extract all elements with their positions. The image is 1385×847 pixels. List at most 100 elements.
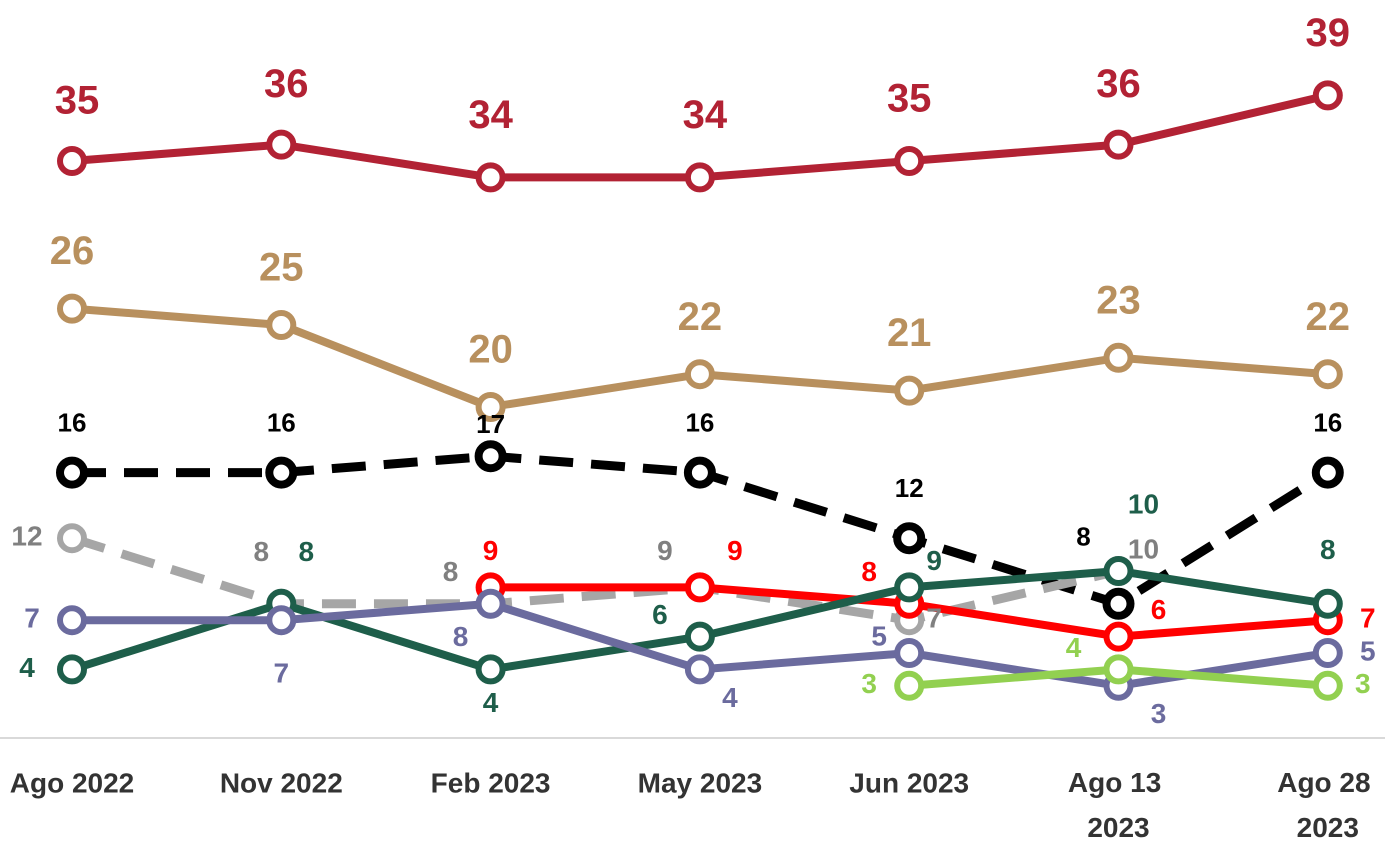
data-label: 39	[1306, 11, 1351, 55]
point-marker	[1102, 587, 1135, 620]
x-tick-label: Ago 13 2023	[1068, 767, 1169, 843]
x-tick-label-line: Ago 28	[1277, 767, 1378, 798]
x-tick-label: Feb 2023	[431, 767, 551, 798]
data-label: 8	[453, 621, 469, 652]
data-label: 17	[476, 409, 505, 439]
point-marker	[684, 572, 715, 603]
data-label: 7	[1360, 603, 1376, 634]
point-marker	[1312, 359, 1343, 390]
data-label: 8	[1320, 534, 1336, 565]
data-label: 4	[1066, 632, 1082, 663]
data-label: 7	[926, 603, 942, 634]
point-marker	[57, 605, 87, 636]
data-label: 9	[727, 535, 743, 566]
point-marker	[265, 456, 298, 489]
data-label: 34	[683, 93, 728, 137]
point-marker	[1312, 638, 1343, 668]
data-label: 21	[887, 311, 932, 355]
data-label: 8	[299, 536, 315, 567]
point-marker	[684, 359, 715, 390]
point-marker	[475, 392, 506, 422]
point-marker	[57, 523, 87, 554]
point-marker	[474, 440, 507, 473]
data-label: 25	[259, 246, 304, 290]
point-marker	[266, 605, 297, 636]
data-label: 9	[926, 545, 942, 576]
point-marker	[1311, 456, 1344, 489]
data-label: 3	[1355, 668, 1371, 699]
data-label: 7	[24, 603, 40, 634]
point-marker	[266, 129, 297, 160]
point-marker	[57, 654, 87, 685]
data-label: 6	[1151, 594, 1167, 625]
data-label: 16	[267, 407, 296, 437]
data-label: 36	[264, 62, 309, 106]
point-marker	[1312, 670, 1343, 701]
data-label: 22	[1306, 295, 1351, 339]
data-label: 4	[722, 682, 738, 713]
data-label: 35	[55, 79, 100, 123]
data-label: 4	[19, 652, 35, 683]
data-label: 34	[468, 93, 513, 137]
data-label: 3	[1151, 698, 1167, 729]
point-marker	[266, 310, 297, 340]
point-marker	[1103, 342, 1134, 373]
data-label: 8	[254, 536, 270, 567]
point-marker	[1103, 556, 1134, 586]
point-marker	[1312, 80, 1343, 111]
point-marker	[56, 456, 88, 489]
point-marker	[1103, 654, 1134, 685]
x-tick-label: Ago 28 2023	[1277, 767, 1378, 843]
data-label: 9	[657, 535, 673, 566]
data-label: 5	[1360, 635, 1376, 666]
x-tick-label: Jun 2023	[849, 767, 969, 798]
data-label: 4	[483, 687, 499, 718]
point-marker	[683, 456, 716, 489]
x-tick-label-line: 2023	[1297, 812, 1359, 843]
data-label: 20	[468, 328, 513, 372]
point-marker	[1103, 129, 1134, 160]
data-label: 3	[861, 668, 877, 699]
point-marker	[1103, 621, 1134, 652]
x-tick-label: Ago 2022	[10, 767, 135, 798]
point-marker	[894, 146, 925, 176]
point-marker	[57, 146, 87, 176]
data-label: 8	[861, 556, 877, 587]
point-marker	[475, 162, 506, 193]
data-label: 16	[685, 407, 714, 437]
data-label: 9	[483, 535, 499, 566]
point-marker	[1312, 588, 1343, 619]
point-marker	[894, 572, 925, 603]
data-label: 10	[1128, 488, 1159, 519]
point-marker	[57, 293, 87, 324]
x-tick-label: Nov 2022	[220, 767, 343, 798]
point-marker	[893, 522, 926, 555]
x-tick-label-line: 2023	[1087, 812, 1149, 843]
point-marker	[894, 638, 925, 668]
data-label: 8	[1076, 522, 1090, 552]
data-label: 12	[895, 473, 924, 503]
data-label: 12	[11, 521, 42, 552]
data-label: 6	[652, 599, 668, 630]
point-marker	[894, 670, 925, 701]
point-marker	[475, 654, 506, 685]
point-marker	[894, 375, 925, 406]
point-marker	[684, 654, 715, 685]
data-label: 23	[1096, 278, 1141, 322]
data-label: 10	[1128, 533, 1159, 564]
data-label: 35	[887, 77, 932, 121]
x-tick-label-line: Ago 13	[1068, 767, 1169, 798]
data-label: 16	[1313, 407, 1342, 437]
data-label: 26	[50, 229, 95, 273]
point-marker	[475, 588, 506, 619]
data-label: 22	[678, 295, 723, 339]
data-label: 8	[443, 556, 459, 587]
data-label: 7	[274, 658, 290, 689]
data-label: 5	[871, 620, 887, 651]
point-marker	[684, 162, 715, 193]
x-tick-label: May 2023	[638, 767, 763, 798]
data-label: 36	[1096, 62, 1141, 106]
point-marker	[684, 621, 715, 652]
